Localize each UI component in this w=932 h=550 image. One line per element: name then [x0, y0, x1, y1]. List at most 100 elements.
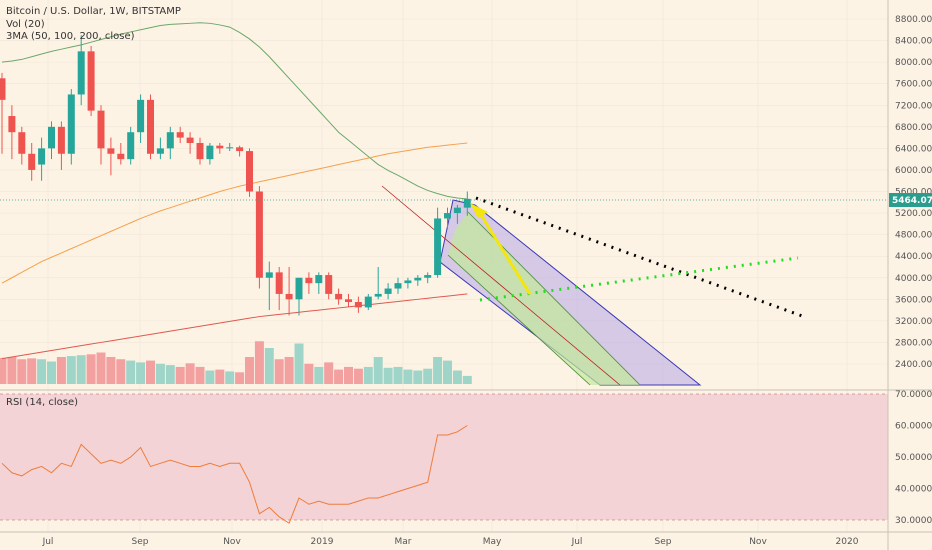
- volume-bar: [76, 355, 86, 384]
- candle-body: [236, 147, 244, 152]
- volume-bar: [37, 359, 47, 384]
- candle-body: [67, 94, 75, 154]
- volume-bar: [66, 356, 76, 384]
- candle-body: [147, 99, 154, 154]
- candle-body: [48, 126, 55, 149]
- candle-body: [127, 132, 135, 160]
- volume-bar: [56, 357, 66, 384]
- candle-body: [176, 132, 184, 138]
- volume-bar: [195, 366, 205, 384]
- candle-body: [463, 198, 471, 208]
- volume-bar: [136, 362, 146, 384]
- volume-bar: [423, 368, 433, 384]
- time-tick-label: Jul: [42, 537, 54, 547]
- candle-body: [434, 218, 442, 276]
- volume-bar: [403, 369, 413, 384]
- candle-body: [325, 275, 333, 294]
- volume-legend: Vol (20): [6, 19, 45, 30]
- volume-bar: [284, 357, 294, 384]
- yellow-arrow-head: [470, 203, 488, 218]
- svg-text:5464.07: 5464.07: [892, 196, 932, 206]
- candle-body: [196, 142, 204, 160]
- price-tick-label: 6000.00: [895, 166, 932, 176]
- price-tick-label: 7600.00: [895, 80, 932, 90]
- rsi-tick-label: 50.0000: [895, 453, 932, 463]
- price-tick-label: 8000.00: [895, 58, 932, 68]
- candles: [0, 35, 471, 316]
- rsi-tick-label: 40.0000: [895, 485, 932, 495]
- candle-body: [166, 132, 174, 149]
- candle-body: [354, 302, 362, 308]
- candle-body: [295, 277, 303, 300]
- volume-bar: [205, 370, 215, 384]
- rsi-band: [0, 394, 888, 520]
- rsi-tick-label: 60.0000: [895, 422, 932, 432]
- volume-bar: [254, 341, 264, 384]
- volume-bar: [443, 360, 452, 384]
- ma-100-line: [1, 142, 468, 284]
- time-tick-label: Sep: [655, 537, 672, 547]
- time-tick-label: 2019: [311, 537, 334, 547]
- price-tick-label: 5600.00: [895, 188, 932, 198]
- volume-bar: [7, 357, 17, 384]
- time-tick-label: Sep: [132, 537, 149, 547]
- time-tick-label: Nov: [749, 537, 767, 547]
- rsi-legend: RSI (14, close): [6, 397, 79, 408]
- candle-body: [38, 148, 46, 165]
- candle-body: [0, 78, 6, 100]
- ma-legend: 3MA (50, 100, 200, close): [6, 31, 135, 42]
- annotations: [470, 196, 806, 319]
- candle-body: [374, 293, 382, 297]
- candle-body: [424, 275, 432, 278]
- volume-bar: [175, 366, 185, 384]
- time-tick-label: May: [483, 537, 502, 547]
- chart-title: Bitcoin / U.S. Dollar, 1W, BITSTAMP: [6, 6, 181, 17]
- price-axis[interactable]: 8800.00 8400.00 8000.00 7600.00 7200.00 6800.…: [895, 15, 932, 370]
- volume-bar: [264, 348, 274, 384]
- volume-bar: [433, 357, 443, 384]
- price-tick-label: 6800.00: [895, 123, 932, 133]
- volume-bar: [225, 371, 235, 384]
- volume-bar: [27, 358, 37, 384]
- time-axis[interactable]: Jul Sep Nov 2019 Mar May Jul Sep Nov 2020: [42, 537, 859, 547]
- green-dotted-trendline: [479, 256, 799, 302]
- time-tick-label: 2020: [836, 537, 859, 547]
- candle-body: [453, 207, 461, 214]
- candle-body: [285, 293, 293, 300]
- volume-bar: [96, 352, 106, 384]
- volume-bar: [215, 369, 225, 384]
- candle-body: [28, 153, 36, 170]
- volume-bar: [452, 370, 462, 384]
- candle-body: [57, 126, 65, 154]
- volume-bar: [0, 357, 7, 384]
- time-tick-label: Jul: [571, 537, 583, 547]
- time-tick-label: Nov: [223, 537, 241, 547]
- volume-bar: [245, 357, 254, 384]
- volume-bar: [126, 360, 136, 384]
- volume-bar: [462, 375, 472, 384]
- volume-bar: [116, 359, 126, 384]
- rsi-axis[interactable]: 70.0000 60.0000 50.0000 40.0000 30.0000: [895, 390, 932, 526]
- candle-body: [8, 116, 16, 133]
- price-tick-label: 2800.00: [895, 338, 932, 348]
- candle-body: [97, 110, 105, 149]
- volume-bar: [304, 363, 314, 384]
- candle-body: [186, 137, 194, 143]
- current-price-tag: 5464.07: [889, 193, 932, 207]
- volume-bar: [47, 361, 56, 384]
- candle-body: [137, 99, 145, 133]
- price-tick-label: 3600.00: [895, 295, 932, 305]
- volume-bar: [106, 357, 116, 384]
- price-tick-label: 4400.00: [895, 252, 932, 262]
- volume-bar: [314, 366, 324, 384]
- rsi-polyline: [1, 425, 468, 524]
- ma-50-line: [1, 22, 468, 200]
- price-tick-label: 4000.00: [895, 274, 932, 284]
- candle-body: [77, 51, 85, 95]
- candle-body: [414, 277, 422, 281]
- price-tick-label: 6400.00: [895, 144, 932, 154]
- candle-body: [364, 296, 372, 308]
- candle-body: [404, 280, 412, 284]
- channel-inner-green: [448, 212, 640, 385]
